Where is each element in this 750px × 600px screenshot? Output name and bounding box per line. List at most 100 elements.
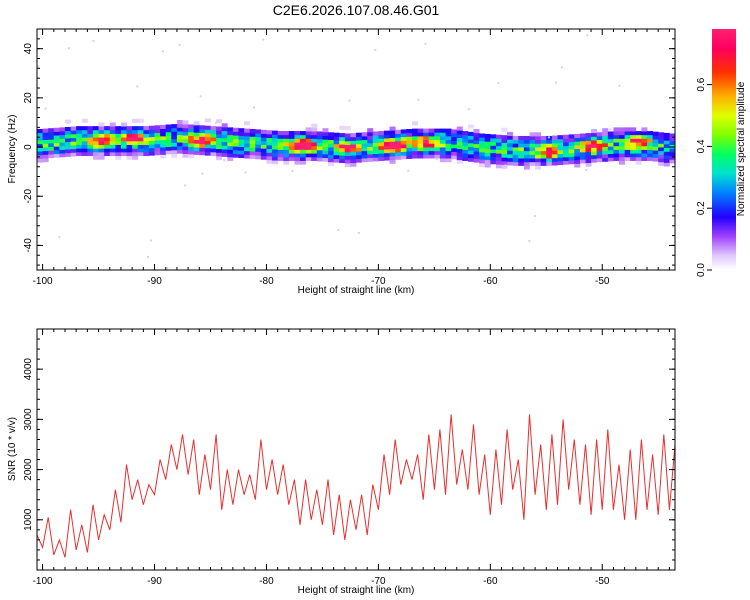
- spectrogram-cell: [98, 140, 105, 145]
- spectrogram-cell: [512, 135, 519, 141]
- spectrogram-cell: [277, 149, 284, 154]
- spectrogram-cell: [361, 154, 368, 159]
- spectrogram-cell: [647, 145, 654, 150]
- spectrogram-cell: [669, 159, 675, 164]
- spectrogram-speckle: [533, 214, 536, 217]
- spectrogram-cell: [389, 130, 396, 135]
- spectrogram-cell: [607, 138, 614, 143]
- spectrogram-cell: [445, 158, 452, 163]
- spectrogram-cell: [238, 135, 245, 140]
- spectrogram-cell: [428, 128, 435, 133]
- spectrogram-cell: [160, 150, 167, 155]
- spectrogram-cell: [383, 130, 390, 135]
- spectrogram-cell: [98, 137, 105, 142]
- spectrogram-cell: [361, 150, 368, 155]
- spectrogram-cell: [613, 156, 620, 161]
- spectrogram-cell: [518, 150, 525, 155]
- spectrogram-cell: [535, 143, 542, 148]
- spectrogram-cell: [42, 132, 49, 137]
- spectrogram-cell: [619, 160, 626, 165]
- spectrogram-cell: [361, 132, 368, 137]
- spectrogram-cell: [507, 150, 514, 155]
- spectrogram-cell: [188, 124, 195, 129]
- spectrogram-cell: [322, 146, 329, 151]
- spectrogram-cell: [607, 131, 614, 136]
- spectrogram-cell: [344, 159, 351, 164]
- spectrogram-cell: [42, 128, 49, 133]
- spectrogram-cell: [456, 137, 463, 142]
- spectrogram-cell: [294, 138, 301, 143]
- spectrogram-cell: [372, 153, 379, 158]
- spectrogram-cell: [479, 159, 486, 164]
- spectrogram-cell: [647, 156, 654, 161]
- spectrogram-x-axis-label: Height of straight line (km): [298, 285, 415, 296]
- spectrogram-cell: [479, 148, 486, 153]
- spectrogram-cell: [512, 143, 519, 148]
- spectrogram-cell: [249, 151, 256, 156]
- spectrogram-cell: [439, 147, 446, 152]
- spectrogram-cell: [109, 122, 116, 127]
- spectrogram-cell: [647, 142, 654, 147]
- spectrogram-cell: [221, 145, 228, 150]
- spectrogram-cell: [216, 119, 223, 124]
- spectrogram-cell: [350, 151, 357, 156]
- spectrogram-cell: [439, 132, 446, 137]
- spectrogram-cell: [328, 150, 335, 155]
- spectrogram-cell: [104, 148, 111, 153]
- spectrogram-cell: [663, 162, 670, 167]
- spectrogram-cell: [137, 148, 144, 153]
- spectrogram-cell: [663, 136, 670, 141]
- spectrogram-cell: [451, 133, 458, 138]
- spectrogram-cell: [98, 126, 105, 131]
- spectrogram-cell: [238, 139, 245, 144]
- spectrogram-cell: [216, 152, 223, 157]
- spectrogram-cell: [92, 148, 99, 153]
- spectrogram-cell: [495, 164, 502, 169]
- spectrogram-cell: [529, 132, 536, 137]
- spectrogram-cell: [389, 156, 396, 161]
- spectrogram-cell: [182, 124, 189, 129]
- spectrogram-cell: [434, 135, 441, 141]
- spectrogram-cell: [182, 135, 189, 140]
- spectrogram-cell: [148, 140, 155, 145]
- spectrogram-cell: [574, 137, 581, 142]
- spectrogram-cell: [456, 156, 463, 161]
- spectrogram-cell: [249, 132, 256, 137]
- spectrogram-cell: [507, 157, 514, 162]
- spectrogram-cell: [546, 161, 553, 166]
- spectrogram-cell: [361, 158, 368, 163]
- snr-x-tick-label: -90: [147, 576, 162, 587]
- spectrogram-cell: [199, 132, 206, 137]
- spectrogram-cell: [535, 161, 542, 166]
- spectrogram-cell: [193, 135, 200, 141]
- spectrogram-cell: [669, 137, 675, 142]
- spectrogram-cell: [283, 138, 290, 143]
- spectrogram-speckle: [417, 98, 420, 101]
- spectrogram-cell: [456, 141, 463, 146]
- spectrogram-cell: [53, 131, 60, 136]
- spectrogram-cell: [132, 148, 139, 153]
- spectrogram-cell: [490, 152, 497, 157]
- spectrogram-cell: [59, 138, 66, 143]
- spectrogram-cell: [148, 147, 155, 152]
- spectrogram-cell: [311, 149, 318, 154]
- spectrogram-cell: [160, 128, 167, 133]
- spectrogram-cell: [367, 154, 374, 159]
- spectrogram-cell: [574, 152, 581, 157]
- spectrogram-cell: [350, 144, 357, 149]
- spectrogram-cell: [64, 152, 71, 157]
- spectrogram-cell: [283, 156, 290, 161]
- spectrogram-cell: [356, 147, 362, 152]
- spectrogram-cell: [316, 149, 323, 154]
- spectrogram-cell: [512, 147, 519, 152]
- spectrogram-cell: [160, 154, 167, 159]
- spectrogram-cell: [210, 126, 217, 131]
- spectrogram-speckle: [223, 159, 226, 162]
- spectrogram-cell: [350, 136, 357, 141]
- spectrogram-cell: [288, 131, 295, 136]
- spectrogram-cell: [378, 149, 385, 154]
- spectrogram-cell: [579, 148, 586, 153]
- spectrogram-cell: [199, 136, 206, 141]
- spectrogram-cell: [232, 135, 239, 140]
- spectrogram-cell: [383, 134, 390, 139]
